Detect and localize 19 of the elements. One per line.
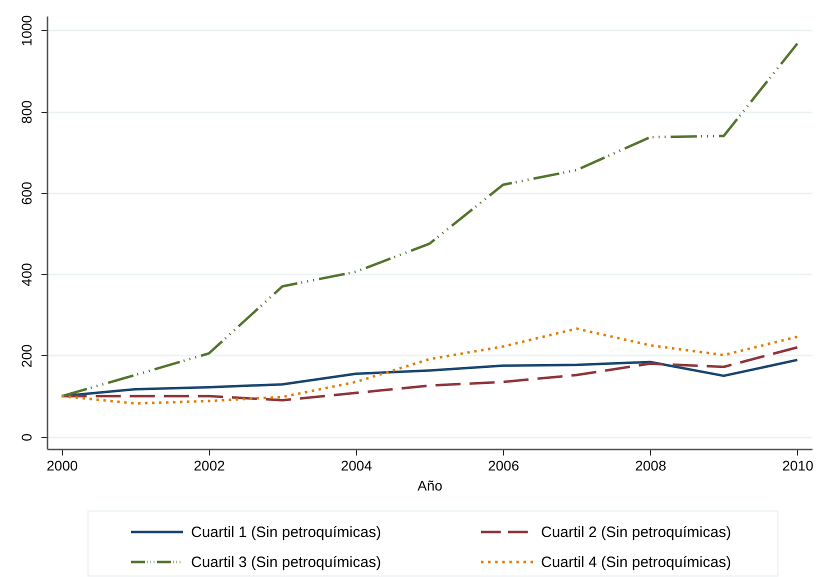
y-tick-label: 400 [18, 262, 34, 286]
x-axis-title: Año [418, 478, 443, 494]
x-tick-label: 2002 [194, 458, 226, 474]
y-tick-label: 800 [18, 100, 34, 124]
legend-label: Cuartil 1 (Sin petroquímicas) [191, 524, 382, 541]
x-tick-label: 2010 [782, 458, 814, 474]
x-tick-label: 2000 [46, 458, 78, 474]
line-series [60, 327, 799, 405]
x-tick-label: 2004 [340, 458, 372, 474]
legend-label: Cuartil 2 (Sin petroquímicas) [541, 524, 732, 541]
legend-label: Cuartil 4 (Sin petroquímicas) [541, 554, 732, 571]
y-tick-label: 0 [18, 433, 34, 442]
y-tick-label: 1000 [18, 14, 34, 46]
x-tick-label: 2006 [488, 458, 520, 474]
y-tick-label: 200 [18, 344, 34, 368]
line-series [60, 42, 799, 398]
x-tick-label: 2008 [635, 458, 666, 474]
legend-label: Cuartil 3 (Sin petroquímicas) [191, 554, 382, 571]
y-tick-label: 600 [18, 181, 34, 206]
